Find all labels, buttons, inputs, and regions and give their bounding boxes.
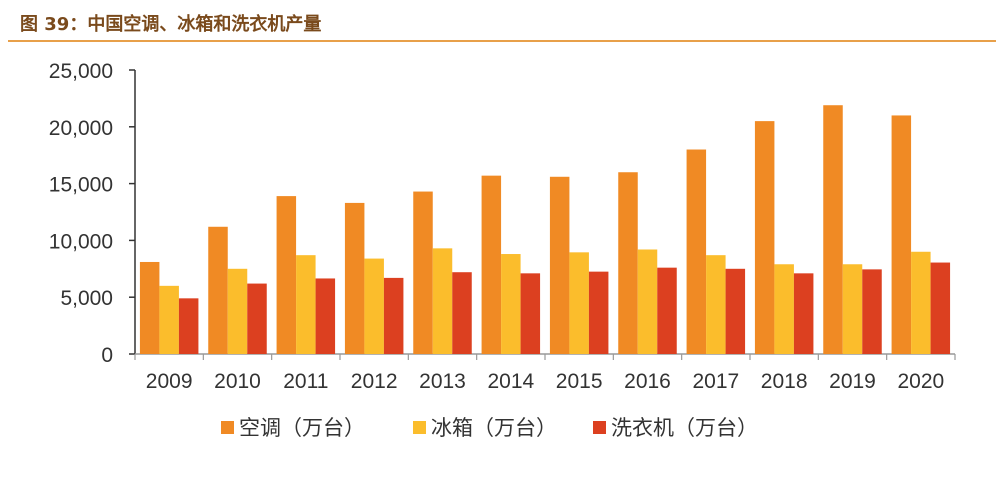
x-tick-labels: 2009 2010 2011 2012 2013 2014 2015 2016 2017 2018… [146, 370, 944, 393]
y-tick-label: 15,000 [49, 174, 113, 197]
bar-washer-2011 [315, 278, 336, 354]
title-divider [8, 40, 996, 42]
bar-washer-2012 [383, 277, 404, 354]
bar-washer-2018 [793, 273, 814, 354]
bar-fridge-2012 [364, 258, 384, 354]
bar-fridge-2013 [432, 248, 453, 354]
bar-ac-2010 [208, 226, 228, 354]
bar-fridge-2018 [774, 264, 794, 354]
x-tick-label: 2012 [351, 370, 398, 393]
bar-ac-2018 [754, 121, 775, 355]
y-tick-label: 5,000 [60, 287, 113, 310]
legend-label: 空调（万台） [239, 416, 365, 440]
figure-title: 图 39：中国空调、冰箱和洗衣机产量 [20, 14, 322, 35]
bar-ac-2011 [276, 196, 297, 354]
bar-fridge-2009 [159, 285, 179, 354]
bar-fridge-2014 [501, 254, 521, 354]
chart-legend: 空调（万台） 冰箱（万台） 洗衣机（万台） [221, 416, 758, 440]
bar-washer-2015 [588, 271, 609, 354]
y-tick-label: 20,000 [49, 117, 113, 140]
bar-fridge-2019 [842, 264, 863, 354]
x-tick-label: 2009 [146, 370, 193, 393]
x-tick-label: 2010 [214, 370, 261, 393]
y-tick-label: 10,000 [49, 230, 113, 253]
chart-bars [139, 105, 951, 355]
chart-axes [129, 69, 956, 360]
x-tick-label: 2015 [556, 370, 603, 393]
x-tick-label: 2017 [692, 370, 739, 393]
bar-ac-2014 [481, 175, 502, 354]
legend-swatch [413, 421, 426, 434]
bar-fridge-2020 [911, 251, 931, 354]
x-tick-label: 2018 [761, 370, 808, 393]
bar-washer-2019 [862, 269, 882, 354]
y-tick-labels: 0 5,000 10,000 15,000 20,000 25,000 [49, 60, 113, 367]
y-tick-label: 25,000 [49, 60, 113, 83]
bar-washer-2017 [725, 268, 746, 354]
bar-fridge-2016 [637, 249, 658, 354]
legend-swatch [593, 421, 606, 434]
y-tick-label: 0 [101, 344, 113, 367]
bar-washer-2009 [178, 298, 199, 354]
bar-washer-2010 [247, 283, 267, 354]
legend-label: 洗衣机（万台） [611, 416, 758, 440]
x-tick-label: 2014 [487, 370, 534, 393]
bar-ac-2012 [344, 202, 365, 354]
bar-washer-2014 [520, 273, 541, 354]
bar-ac-2015 [549, 176, 570, 354]
legend-label: 冰箱（万台） [431, 416, 557, 440]
x-tick-label: 2020 [897, 370, 944, 393]
bar-fridge-2010 [227, 268, 248, 354]
bar-ac-2019 [823, 105, 843, 354]
legend-swatch [221, 421, 234, 434]
bar-ac-2017 [686, 149, 707, 354]
bar-ac-2009 [139, 261, 160, 354]
bar-ac-2016 [618, 172, 638, 354]
bar-fridge-2017 [706, 255, 726, 354]
x-tick-label: 2011 [283, 370, 328, 393]
bar-fridge-2015 [569, 252, 589, 354]
bar-ac-2020 [891, 115, 912, 354]
x-tick-label: 2013 [419, 370, 466, 393]
x-tick-label: 2016 [624, 370, 671, 393]
bar-fridge-2011 [296, 255, 316, 354]
bar-washer-2013 [452, 272, 472, 354]
bar-washer-2016 [657, 267, 677, 354]
bar-washer-2020 [930, 262, 951, 354]
bar-ac-2013 [413, 191, 433, 354]
x-tick-label: 2019 [829, 370, 876, 393]
